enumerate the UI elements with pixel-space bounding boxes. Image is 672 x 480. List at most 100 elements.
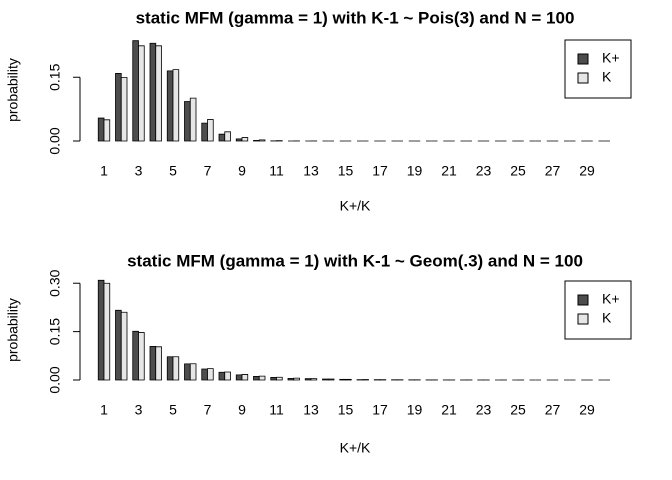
bar xyxy=(149,42,157,142)
x-tick-label: 13 xyxy=(303,163,319,179)
bar xyxy=(132,330,139,381)
y-tick-label: 0.15 xyxy=(47,318,63,345)
bar xyxy=(293,377,300,381)
bar xyxy=(224,371,231,381)
bar xyxy=(276,376,283,381)
bar xyxy=(218,133,226,142)
chart-title: static MFM (gamma = 1) with K-1 ~ Pois(3… xyxy=(136,8,575,27)
x-tick-label: 3 xyxy=(135,402,143,418)
x-tick-label: 9 xyxy=(238,402,246,418)
x-tick-label: 13 xyxy=(303,402,319,418)
x-tick-label: 17 xyxy=(372,402,388,418)
bar xyxy=(345,378,352,381)
x-tick-label: 3 xyxy=(135,163,143,179)
y-tick-label: 0.15 xyxy=(47,63,63,90)
bar xyxy=(207,119,214,142)
bar xyxy=(189,97,197,142)
bar xyxy=(155,45,162,142)
bar xyxy=(120,77,128,142)
bar xyxy=(258,375,266,381)
x-tick-label: 5 xyxy=(169,163,177,179)
x-tick-label: 27 xyxy=(545,163,561,179)
x-tick-label: 23 xyxy=(476,163,492,179)
bar xyxy=(253,140,260,142)
bar xyxy=(184,363,191,381)
legend-label: K+ xyxy=(602,291,620,307)
y-tick-label: 0.00 xyxy=(47,366,63,393)
bar xyxy=(327,378,335,381)
legend-label: K xyxy=(602,310,612,326)
x-tick-label: 19 xyxy=(407,163,423,179)
bar xyxy=(184,101,191,142)
x-tick-label: 29 xyxy=(579,163,595,179)
x-tick-label: 15 xyxy=(338,402,354,418)
bar xyxy=(241,137,249,142)
bar xyxy=(201,368,208,381)
legend-swatch xyxy=(577,294,589,306)
bar xyxy=(120,311,128,381)
x-axis-label: K+/K xyxy=(340,440,371,456)
bar xyxy=(339,378,346,381)
bar xyxy=(270,377,277,381)
bar xyxy=(258,139,266,142)
x-tick-label: 9 xyxy=(238,163,246,179)
legend-label: K+ xyxy=(602,50,620,66)
bar xyxy=(172,69,180,142)
bar xyxy=(138,45,145,142)
bar xyxy=(149,346,157,381)
x-tick-label: 5 xyxy=(169,402,177,418)
bar xyxy=(287,377,295,381)
x-axis-label: K+/K xyxy=(340,198,371,214)
y-axis-label: probability xyxy=(5,298,21,362)
x-tick-label: 11 xyxy=(269,163,284,179)
bar xyxy=(241,374,249,381)
bar xyxy=(189,363,197,381)
x-tick-label: 25 xyxy=(510,402,526,418)
bar xyxy=(115,309,122,381)
bar xyxy=(115,73,122,142)
y-tick-label: 0.30 xyxy=(47,269,63,296)
bar xyxy=(304,378,312,381)
bar xyxy=(235,138,243,142)
bar xyxy=(103,282,111,381)
x-tick-label: 21 xyxy=(441,163,457,179)
x-tick-label: 1 xyxy=(100,402,108,418)
bar xyxy=(103,119,111,142)
bar xyxy=(138,332,145,381)
bar xyxy=(166,356,174,381)
x-tick-label: 27 xyxy=(545,402,561,418)
y-axis-label: probability xyxy=(5,58,21,122)
bar xyxy=(155,346,162,381)
x-tick-label: 1 xyxy=(100,163,108,179)
x-tick-label: 23 xyxy=(476,402,492,418)
x-tick-label: 7 xyxy=(204,402,212,418)
bar xyxy=(253,376,260,381)
legend-label: K xyxy=(602,69,612,85)
x-tick-label: 19 xyxy=(407,402,423,418)
bar xyxy=(224,131,231,142)
bar xyxy=(166,70,174,142)
legend-swatch xyxy=(577,313,589,325)
x-tick-label: 11 xyxy=(269,402,284,418)
legend-swatch xyxy=(577,72,589,84)
bar xyxy=(97,117,105,142)
chart-title: static MFM (gamma = 1) with K-1 ~ Geom(.… xyxy=(127,251,583,270)
bar xyxy=(310,378,318,381)
x-tick-label: 15 xyxy=(338,163,354,179)
bar xyxy=(132,40,139,142)
x-tick-label: 17 xyxy=(372,163,388,179)
bar xyxy=(322,378,329,381)
legend-box xyxy=(564,280,632,340)
x-tick-label: 29 xyxy=(579,402,595,418)
bar xyxy=(201,122,208,142)
y-tick-label: 0.00 xyxy=(47,127,63,154)
x-tick-label: 21 xyxy=(441,402,457,418)
bar xyxy=(235,374,243,381)
legend-swatch xyxy=(577,53,589,65)
legend-box xyxy=(564,39,632,99)
bar xyxy=(207,368,214,381)
bar xyxy=(97,279,105,381)
x-tick-label: 7 xyxy=(204,163,212,179)
x-tick-label: 25 xyxy=(510,163,526,179)
